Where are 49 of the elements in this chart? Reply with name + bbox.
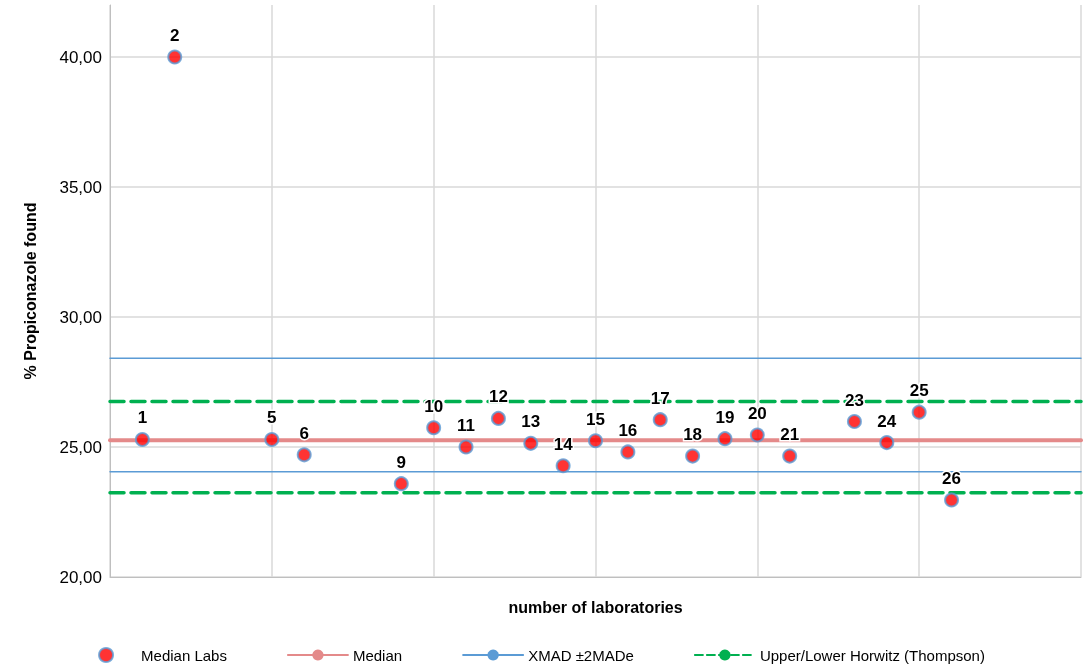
point xyxy=(879,435,895,451)
point xyxy=(782,448,798,464)
point xyxy=(426,420,442,436)
annotation: 13 xyxy=(521,412,541,432)
point xyxy=(167,49,183,65)
annotation: 6 xyxy=(299,423,309,443)
point xyxy=(296,447,312,463)
point xyxy=(911,404,927,420)
y-tick-label: 25,00 xyxy=(59,437,102,457)
point xyxy=(685,448,701,464)
point xyxy=(620,444,636,460)
point xyxy=(717,431,733,447)
point xyxy=(393,476,409,492)
y-axis-title: % Propiconazole found xyxy=(21,202,39,380)
point xyxy=(490,410,506,426)
y-tick-label: 20,00 xyxy=(59,567,102,587)
point xyxy=(458,439,474,455)
annotation: 21 xyxy=(780,425,800,445)
point xyxy=(652,412,668,428)
annotation: 9 xyxy=(396,452,407,472)
y-tick-label: 30,00 xyxy=(59,307,102,327)
annotation: 19 xyxy=(715,407,735,427)
annotation: 1 xyxy=(137,408,148,428)
annotation: 18 xyxy=(683,425,703,445)
point xyxy=(846,414,862,430)
annotation: 26 xyxy=(942,469,961,489)
annotation: 5 xyxy=(267,408,277,428)
legend-label: Median xyxy=(352,646,403,664)
x-axis-title: number of laboratories xyxy=(508,598,683,616)
legend-label: Upper/Lower Horwitz (Thompson) xyxy=(759,646,985,664)
annotation: 20 xyxy=(747,404,767,424)
point xyxy=(555,458,571,474)
annotation: 2 xyxy=(170,26,180,45)
y-tick-label: 40,00 xyxy=(59,47,102,67)
annotation: 11 xyxy=(457,416,476,435)
point xyxy=(134,431,150,447)
y-tick-label: 35,00 xyxy=(59,177,102,197)
point xyxy=(264,431,280,447)
annotation: 14 xyxy=(553,434,574,454)
annotation: 25 xyxy=(909,381,929,401)
point xyxy=(523,435,539,451)
annotation: 16 xyxy=(618,420,638,440)
point xyxy=(588,433,603,449)
legend-label: XMAD ±2MADe xyxy=(528,646,634,664)
point xyxy=(944,492,960,508)
legend-label: Median Labs xyxy=(141,646,227,664)
annotation: 15 xyxy=(586,409,605,429)
point xyxy=(749,427,765,443)
annotation: 24 xyxy=(877,411,897,431)
